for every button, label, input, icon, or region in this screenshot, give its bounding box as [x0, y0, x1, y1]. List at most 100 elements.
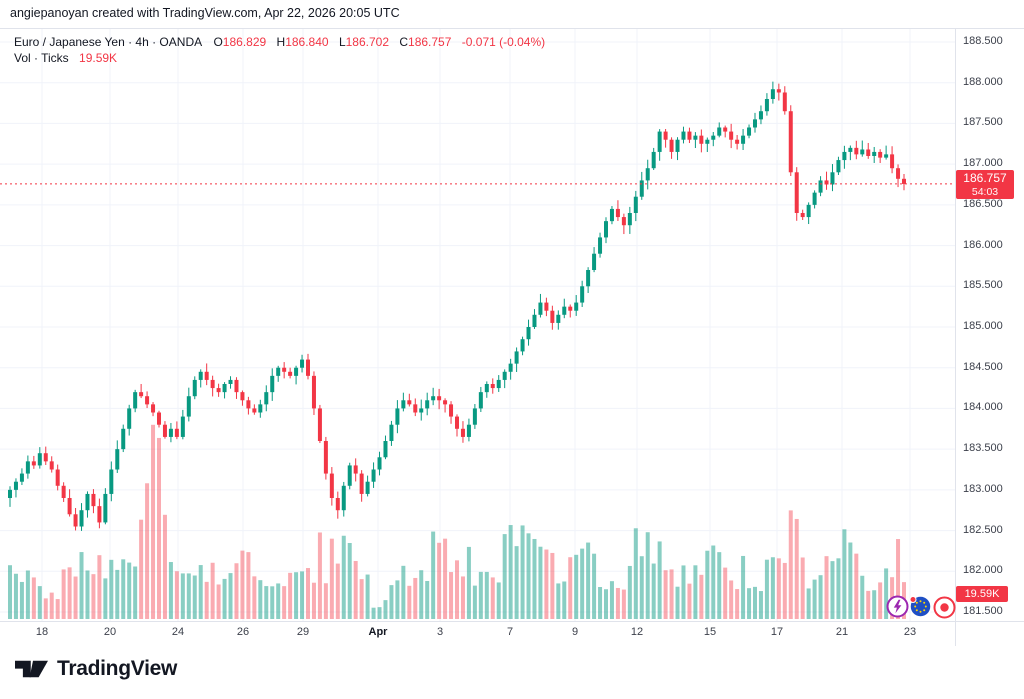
- candle[interactable]: [61, 482, 66, 502]
- candle[interactable]: [264, 385, 269, 412]
- candle[interactable]: [91, 489, 96, 514]
- candle[interactable]: [747, 124, 752, 139]
- candle[interactable]: [19, 468, 24, 486]
- candle[interactable]: [8, 486, 12, 507]
- candle[interactable]: [860, 140, 865, 157]
- candle[interactable]: [162, 421, 167, 439]
- candle[interactable]: [192, 376, 197, 400]
- candle[interactable]: [377, 451, 382, 476]
- candle[interactable]: [848, 145, 853, 161]
- candle[interactable]: [294, 365, 299, 385]
- candle[interactable]: [37, 447, 42, 469]
- candle[interactable]: [276, 365, 281, 382]
- candle[interactable]: [186, 387, 191, 422]
- candle[interactable]: [401, 392, 406, 412]
- candle[interactable]: [484, 381, 489, 398]
- candle[interactable]: [788, 105, 793, 176]
- candle[interactable]: [514, 347, 519, 372]
- candle[interactable]: [502, 369, 507, 389]
- release-red-dot-icon[interactable]: [933, 596, 956, 619]
- candle[interactable]: [359, 470, 364, 502]
- candle[interactable]: [443, 398, 448, 413]
- candle[interactable]: [216, 383, 221, 397]
- candle[interactable]: [657, 129, 662, 161]
- candle[interactable]: [633, 190, 638, 222]
- candle[interactable]: [335, 491, 340, 519]
- candle[interactable]: [902, 174, 906, 191]
- candle[interactable]: [604, 217, 608, 244]
- candle[interactable]: [31, 455, 36, 469]
- candle[interactable]: [419, 399, 424, 421]
- candle[interactable]: [490, 378, 495, 394]
- candle[interactable]: [598, 232, 603, 258]
- candle[interactable]: [228, 376, 233, 389]
- candle[interactable]: [407, 393, 412, 407]
- candle[interactable]: [896, 164, 901, 188]
- candle[interactable]: [812, 190, 817, 209]
- candle[interactable]: [85, 491, 90, 518]
- candle[interactable]: [174, 421, 179, 440]
- candle[interactable]: [103, 488, 108, 525]
- candle[interactable]: [383, 435, 388, 460]
- candle[interactable]: [806, 202, 811, 225]
- candle[interactable]: [854, 140, 859, 160]
- candle[interactable]: [544, 297, 549, 317]
- candle[interactable]: [764, 93, 769, 116]
- candle[interactable]: [866, 142, 871, 159]
- candle[interactable]: [180, 409, 185, 440]
- eu-flag-event-icon[interactable]: [909, 595, 932, 618]
- economic-event-bolt-icon[interactable]: [886, 595, 909, 618]
- candle[interactable]: [770, 81, 775, 104]
- candle[interactable]: [371, 462, 376, 488]
- candle[interactable]: [157, 410, 161, 428]
- candle[interactable]: [872, 146, 877, 163]
- candle[interactable]: [329, 467, 334, 506]
- candle[interactable]: [389, 420, 394, 446]
- candle[interactable]: [741, 129, 746, 150]
- candle[interactable]: [639, 171, 644, 200]
- candle[interactable]: [425, 392, 430, 416]
- candle[interactable]: [222, 382, 227, 399]
- candle[interactable]: [508, 358, 513, 380]
- candle[interactable]: [13, 478, 18, 498]
- candle[interactable]: [145, 391, 150, 409]
- candle[interactable]: [705, 137, 710, 152]
- candle[interactable]: [49, 456, 54, 473]
- candle[interactable]: [258, 399, 263, 418]
- candle[interactable]: [270, 368, 275, 401]
- candle[interactable]: [592, 247, 597, 273]
- candle[interactable]: [586, 267, 591, 294]
- candle[interactable]: [723, 125, 728, 138]
- candle[interactable]: [115, 440, 120, 473]
- candle[interactable]: [437, 388, 442, 410]
- candle[interactable]: [526, 319, 531, 346]
- candle[interactable]: [627, 206, 632, 234]
- candle[interactable]: [669, 137, 674, 159]
- candle[interactable]: [121, 424, 126, 453]
- candle[interactable]: [210, 375, 215, 397]
- candle[interactable]: [478, 386, 483, 412]
- candle[interactable]: [568, 304, 573, 318]
- candle[interactable]: [198, 369, 203, 388]
- candle[interactable]: [884, 145, 889, 160]
- candle[interactable]: [496, 375, 501, 392]
- candle[interactable]: [890, 146, 895, 174]
- candle[interactable]: [621, 213, 626, 235]
- candle[interactable]: [651, 147, 656, 170]
- candle[interactable]: [580, 280, 585, 307]
- candle[interactable]: [645, 159, 650, 190]
- candle[interactable]: [711, 131, 716, 147]
- candle[interactable]: [353, 458, 358, 482]
- candle[interactable]: [151, 402, 156, 417]
- candle[interactable]: [776, 83, 781, 101]
- candle[interactable]: [73, 508, 78, 531]
- candle[interactable]: [168, 422, 173, 443]
- candle[interactable]: [323, 436, 328, 480]
- candle[interactable]: [836, 156, 841, 175]
- candle[interactable]: [252, 404, 257, 415]
- candle[interactable]: [109, 461, 114, 502]
- candle[interactable]: [729, 123, 734, 149]
- candle[interactable]: [431, 387, 436, 406]
- candle[interactable]: [556, 310, 561, 330]
- candle[interactable]: [842, 145, 847, 169]
